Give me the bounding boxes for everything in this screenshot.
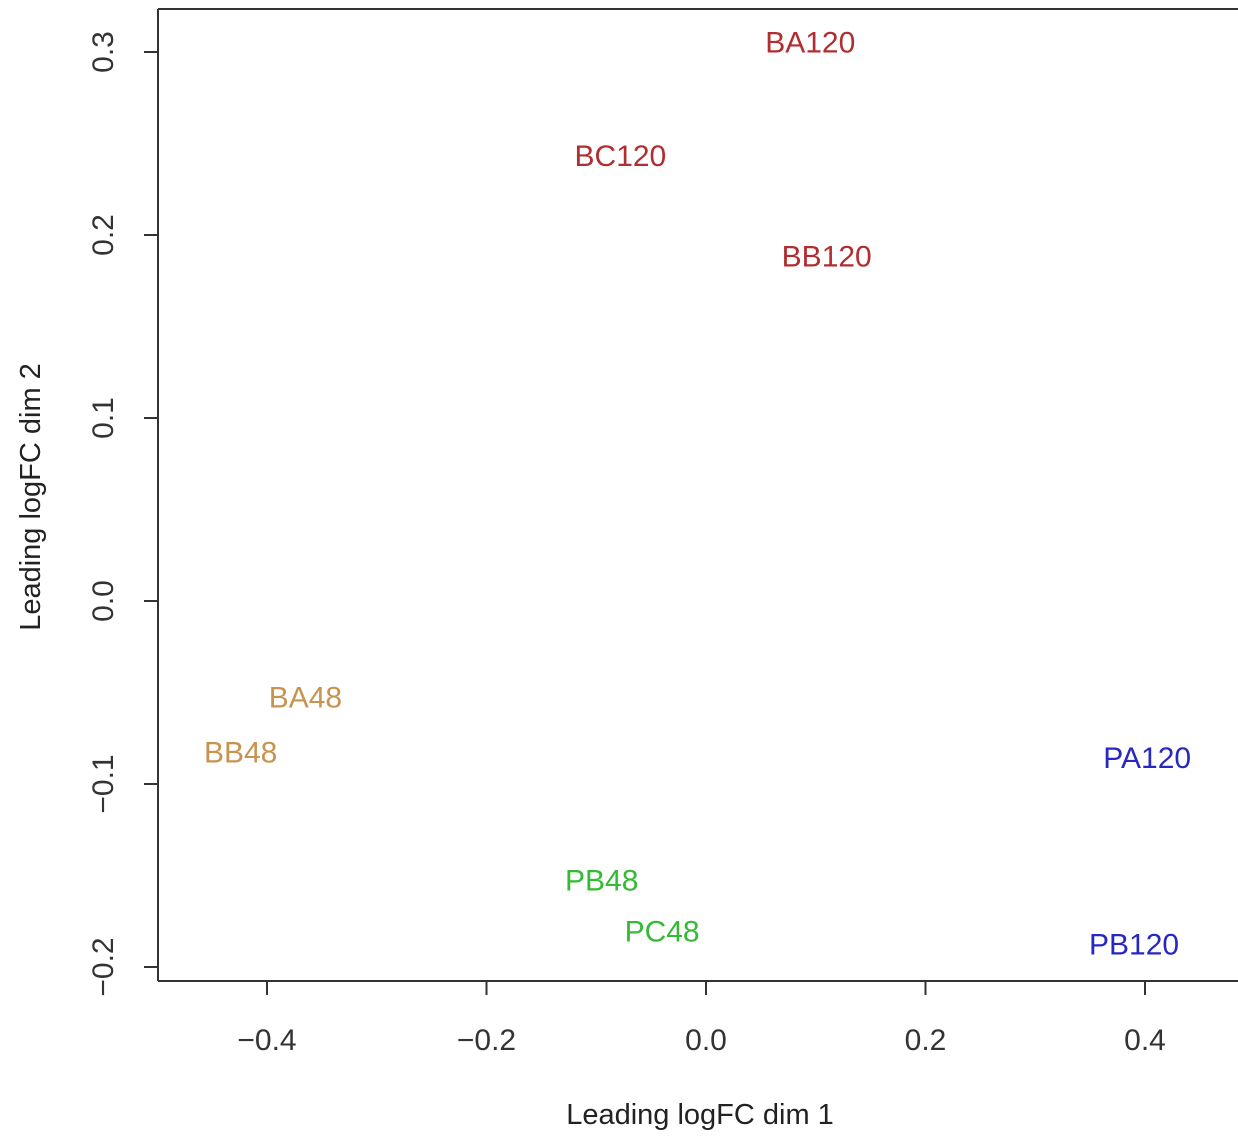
y-tick-label: 0.0	[87, 580, 120, 622]
point-label-pa120: PA120	[1103, 742, 1191, 775]
y-axis: −0.2 −0.1 0.0 0.1 0.2 0.3	[87, 31, 158, 997]
y-tick-label: 0.3	[87, 31, 120, 73]
point-label-bb120: BB120	[782, 240, 872, 273]
x-tick-label: 0.4	[1124, 1024, 1166, 1057]
point-label-ba120: BA120	[765, 26, 855, 59]
plot-frame	[157, 8, 1238, 982]
y-tick-label: 0.1	[87, 397, 120, 439]
point-labels: BA120 BC120 BB120 BA48 BB48 PB48 PC48 PA120 PB12…	[204, 26, 1191, 961]
x-tick-label: −0.2	[457, 1024, 516, 1057]
y-tick-label: −0.2	[87, 937, 120, 996]
x-axis: −0.4 −0.2 0.0 0.2 0.4	[237, 981, 1166, 1057]
point-label-ba48: BA48	[269, 681, 342, 714]
x-tick-label: −0.4	[237, 1024, 296, 1057]
point-label-bb48: BB48	[204, 736, 277, 769]
x-tick-label: 0.2	[905, 1024, 947, 1057]
y-axis-title: Leading logFC dim 2	[15, 363, 47, 631]
point-label-pb48: PB48	[565, 864, 638, 897]
point-label-pb120: PB120	[1089, 929, 1179, 962]
x-axis-title: Leading logFC dim 1	[566, 1099, 834, 1131]
x-tick-label: 0.0	[685, 1024, 727, 1057]
y-tick-label: −0.1	[87, 754, 120, 813]
point-label-bc120: BC120	[575, 140, 667, 173]
y-tick-label: 0.2	[87, 214, 120, 256]
point-label-pc48: PC48	[625, 916, 700, 949]
